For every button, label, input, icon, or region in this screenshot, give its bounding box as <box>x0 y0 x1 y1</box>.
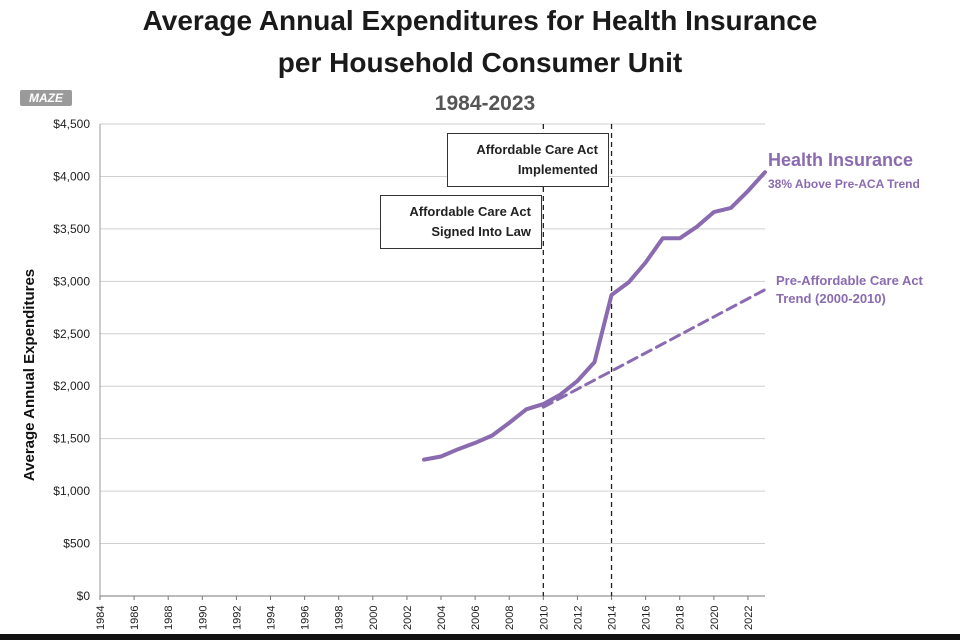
y-tick-label: $4,500 <box>53 117 90 131</box>
x-tick-label: 1986 <box>129 606 141 630</box>
y-tick-label: $0 <box>77 589 91 603</box>
x-tick-label: 2004 <box>436 606 448 630</box>
x-tick-label: 1996 <box>300 606 312 630</box>
y-tick-label: $500 <box>63 537 90 551</box>
x-tick-label: 2006 <box>470 606 482 630</box>
y-axis-label: Average Annual Expenditures <box>21 269 38 481</box>
y-tick-label: $1,500 <box>53 432 90 446</box>
bottom-border <box>0 634 960 640</box>
brand-logo: MAZE <box>20 90 72 106</box>
x-tick-label: 2014 <box>607 606 619 630</box>
x-tick-label: 2012 <box>572 606 584 630</box>
x-tick-label: 2002 <box>402 606 414 630</box>
y-tick-label: $2,000 <box>53 379 90 393</box>
y-tick-label: $3,000 <box>53 274 90 288</box>
health-insurance-note: 38% Above Pre-ACA Trend <box>768 177 920 191</box>
health-insurance-series-label: Health Insurance <box>768 150 914 170</box>
x-tick-label: 2016 <box>641 606 653 630</box>
x-tick-label: 1988 <box>163 606 175 630</box>
x-tick-label: 2018 <box>675 606 687 630</box>
x-tick-label: 2022 <box>743 606 755 630</box>
chart-subtitle: 1984-2023 <box>434 92 536 115</box>
y-tick-label: $1,000 <box>53 484 90 498</box>
y-tick-label: $2,500 <box>53 327 90 341</box>
x-tick-label: 1984 <box>95 606 107 630</box>
y-tick-label: $4,000 <box>53 169 90 183</box>
x-tick-label: 2000 <box>368 606 380 630</box>
x-tick-label: 1998 <box>334 606 346 630</box>
aca-implemented-annotation: Affordable Care Act Implemented <box>447 133 609 187</box>
x-tick-label: 2020 <box>709 606 721 630</box>
chart-title-line1: Average Annual Expenditures for Health I… <box>142 5 818 36</box>
x-tick-label: 2008 <box>504 606 516 630</box>
trend-series-label: Pre-Affordable Care Act Trend (2000-2010… <box>776 273 923 306</box>
trend-series-line <box>541 288 767 409</box>
chart-title-line2: per Household Consumer Unit <box>277 47 683 78</box>
y-tick-label: $3,500 <box>53 222 90 236</box>
x-tick-label: 2010 <box>538 606 550 630</box>
x-tick-label: 1992 <box>231 606 243 630</box>
x-tick-label: 1990 <box>197 606 209 630</box>
aca-signed-annotation: Affordable Care Act Signed Into Law <box>380 195 542 249</box>
x-tick-label: 1994 <box>266 606 278 630</box>
health-insurance-series-line <box>422 170 767 462</box>
